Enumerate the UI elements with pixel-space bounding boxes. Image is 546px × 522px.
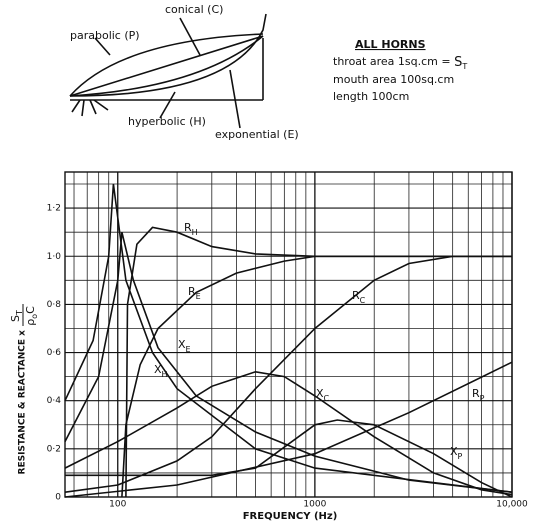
y-tick-label: 1·0 [47,252,62,262]
exponential-horn [69,35,264,97]
spec-line: mouth area 100sq.cm [333,73,454,86]
curve-label-name: R [352,289,360,302]
curve-label-subscript: H [192,228,198,237]
horn-label: exponential (E) [215,128,299,141]
plot-frame [64,171,513,498]
series-line [64,183,513,493]
spec-line: length 100cm [333,90,409,103]
hyperbolic-horn [69,13,267,97]
y-tick-label: 0·6 [47,348,62,358]
y-axis-label-text: RESISTANCE & REACTANCE x [18,330,28,475]
y-tick-label: 1·2 [47,204,61,214]
horn-diagram [69,13,267,129]
curve-label-name: R [184,221,192,234]
symbol-subscript: o [30,314,39,319]
pointer [229,69,241,129]
symbol: S [9,315,22,322]
curve-label: XC [316,387,330,403]
curve-label-name: X [178,338,186,351]
series-line [64,361,513,498]
series-line [64,370,513,496]
curve-label: XE [178,338,191,354]
y-tick-label: 0·2 [47,444,61,454]
y-axis-label: RESISTANCE & REACTANCE x ST ρoC [9,304,39,474]
curve-label-subscript: P [480,394,485,403]
curve-label-subscript: C [324,394,330,403]
parabolic-horn [69,33,264,97]
curve-label-subscript: H [162,370,168,379]
curve-label-name: X [316,387,324,400]
curve-label-subscript: P [458,452,463,461]
x-tick-label: 1000 [303,500,326,510]
curve-label-subscript: E [196,292,201,301]
curve-label-subscript: E [186,345,191,354]
symbol: ρ [24,319,37,326]
symbol-subscript: T [461,62,467,71]
symbol: C [24,306,37,314]
curve-label-name: X [450,445,458,458]
fraction-denominator: ρoC [24,306,39,326]
y-tick-label: 0·8 [47,300,62,310]
curve-label-subscript: C [360,296,366,305]
curve-label: XP [450,445,463,461]
pointer [179,17,201,56]
x-tick-label: 10,000 [496,500,528,510]
curve-label: RE [188,285,201,301]
curve-label: RP [472,387,485,403]
x-tick-label: 100 [109,500,126,510]
horn-throat-flare [71,99,109,117]
series-line [65,419,513,498]
horn-label: parabolic (P) [70,29,140,42]
y-tick-label: 0·4 [47,396,62,406]
series-line [121,255,512,498]
fraction-numerator: ST [9,310,24,322]
spec-line: throat area 1sq.cm = ST [333,55,467,71]
symbol: S [454,55,462,70]
horn-label: hyperbolic (H) [128,115,206,128]
curve-label: RH [184,221,198,237]
series-line [64,232,513,493]
heading: ALL HORNS [355,38,426,51]
curve-label: RC [352,289,366,305]
curve-label: XH [154,363,168,379]
pointer [94,37,111,56]
symbol-subscript: T [15,310,24,316]
horn-label: conical (C) [165,3,223,16]
spec-text: throat area 1sq.cm = [333,55,451,68]
curve-label-name: R [188,285,196,298]
series-line [125,226,512,498]
curve-label-name: X [154,363,162,376]
series-line [64,255,512,493]
y-tick-label: 0 [55,493,61,503]
curve-label-name: R [472,387,480,400]
conical-horn [69,35,264,97]
pointer [159,91,176,119]
x-axis-label: FREQUENCY (Hz) [243,511,338,522]
